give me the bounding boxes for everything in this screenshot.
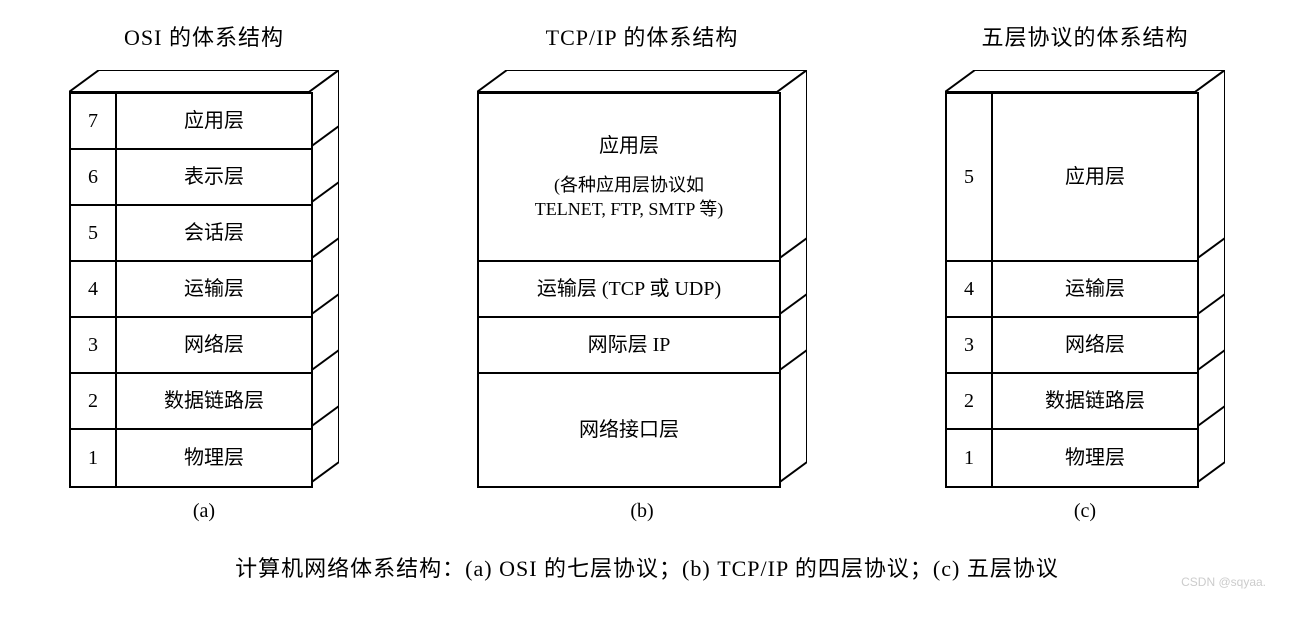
tcpip-layer-internet: 网际层 IP <box>479 318 779 374</box>
tcpip-layer-app-label: 应用层 <box>599 133 659 159</box>
five-layer-1-label: 物理层 <box>993 430 1197 486</box>
tcpip-layer-transport-label: 运输层 (TCP 或 UDP) <box>479 262 779 316</box>
osi-layer-2-num: 2 <box>71 374 117 428</box>
columns-container: OSI 的体系结构 7 <box>20 20 1274 523</box>
tcpip-layer-app-label-group: 应用层 (各种应用层协议如 TELNET, FTP, SMTP 等) <box>479 94 779 260</box>
osi-layer-4: 4 运输层 <box>71 262 311 318</box>
osi-layer-1: 1 物理层 <box>71 430 311 486</box>
tcpip-layer-netif-label: 网络接口层 <box>479 374 779 486</box>
five-stack: 5 应用层 4 运输层 3 网络层 2 数据链路层 <box>945 70 1225 484</box>
five-layer-2-num: 2 <box>947 374 993 428</box>
osi-stack: 7 应用层 6 表示层 5 会话层 4 运输层 <box>69 70 339 484</box>
tcpip-layer-app-sub2: TELNET, FTP, SMTP 等) <box>535 197 724 221</box>
osi-layer-3: 3 网络层 <box>71 318 311 374</box>
figure-caption: 计算机网络体系结构：(a) OSI 的七层协议；(b) TCP/IP 的四层协议… <box>20 551 1274 583</box>
osi-layer-5-num: 5 <box>71 206 117 260</box>
osi-layer-1-num: 1 <box>71 430 117 486</box>
osi-layer-5-label: 会话层 <box>117 206 311 260</box>
diagram-root: OSI 的体系结构 7 <box>20 20 1274 583</box>
five-front-face: 5 应用层 4 运输层 3 网络层 2 数据链路层 <box>945 92 1199 488</box>
five-layer-5-label: 应用层 <box>993 94 1197 260</box>
column-osi: OSI 的体系结构 7 <box>69 20 339 523</box>
tcpip-front-face: 应用层 (各种应用层协议如 TELNET, FTP, SMTP 等) 运输层 (… <box>477 92 781 488</box>
five-layer-2: 2 数据链路层 <box>947 374 1197 430</box>
five-layer-5-num: 5 <box>947 94 993 260</box>
five-layer-1-num: 1 <box>947 430 993 486</box>
osi-top-face <box>69 70 339 94</box>
tcpip-top-face <box>477 70 807 94</box>
five-layer-3-label: 网络层 <box>993 318 1197 372</box>
tcpip-layer-app: 应用层 (各种应用层协议如 TELNET, FTP, SMTP 等) <box>479 94 779 262</box>
five-layer-4-num: 4 <box>947 262 993 316</box>
osi-layer-4-num: 4 <box>71 262 117 316</box>
osi-sub-caption: (a) <box>193 500 215 523</box>
osi-layer-7-label: 应用层 <box>117 94 311 148</box>
five-layer-1: 1 物理层 <box>947 430 1197 486</box>
five-sub-caption: (c) <box>1074 500 1096 523</box>
osi-layer-3-label: 网络层 <box>117 318 311 372</box>
five-layer-3: 3 网络层 <box>947 318 1197 374</box>
column-osi-title: OSI 的体系结构 <box>124 20 284 52</box>
osi-layer-5: 5 会话层 <box>71 206 311 262</box>
osi-layer-2-label: 数据链路层 <box>117 374 311 428</box>
osi-layer-6-num: 6 <box>71 150 117 204</box>
watermark-text: CSDN @sqyaa. <box>1181 575 1266 589</box>
column-tcpip-title: TCP/IP 的体系结构 <box>546 20 739 52</box>
column-five: 五层协议的体系结构 5 应用层 <box>945 20 1225 523</box>
five-layer-3-num: 3 <box>947 318 993 372</box>
tcpip-sub-caption: (b) <box>630 500 653 523</box>
tcpip-layer-transport: 运输层 (TCP 或 UDP) <box>479 262 779 318</box>
tcpip-layer-app-sub1: (各种应用层协议如 <box>554 173 704 197</box>
osi-layer-1-label: 物理层 <box>117 430 311 486</box>
column-five-title: 五层协议的体系结构 <box>981 20 1188 52</box>
five-layer-4-label: 运输层 <box>993 262 1197 316</box>
tcpip-layer-internet-label: 网际层 IP <box>479 318 779 372</box>
osi-layer-4-label: 运输层 <box>117 262 311 316</box>
osi-layer-7-num: 7 <box>71 94 117 148</box>
five-top-face <box>945 70 1225 94</box>
five-layer-2-label: 数据链路层 <box>993 374 1197 428</box>
tcpip-layer-netif: 网络接口层 <box>479 374 779 486</box>
osi-layer-2: 2 数据链路层 <box>71 374 311 430</box>
osi-front-face: 7 应用层 6 表示层 5 会话层 4 运输层 <box>69 92 313 488</box>
tcpip-stack: 应用层 (各种应用层协议如 TELNET, FTP, SMTP 等) 运输层 (… <box>477 70 807 484</box>
five-layer-4: 4 运输层 <box>947 262 1197 318</box>
osi-layer-3-num: 3 <box>71 318 117 372</box>
osi-layer-6: 6 表示层 <box>71 150 311 206</box>
column-tcpip: TCP/IP 的体系结构 应用层 (各种应用层协议如 <box>477 20 807 523</box>
five-layer-5: 5 应用层 <box>947 94 1197 262</box>
osi-layer-6-label: 表示层 <box>117 150 311 204</box>
osi-layer-7: 7 应用层 <box>71 94 311 150</box>
